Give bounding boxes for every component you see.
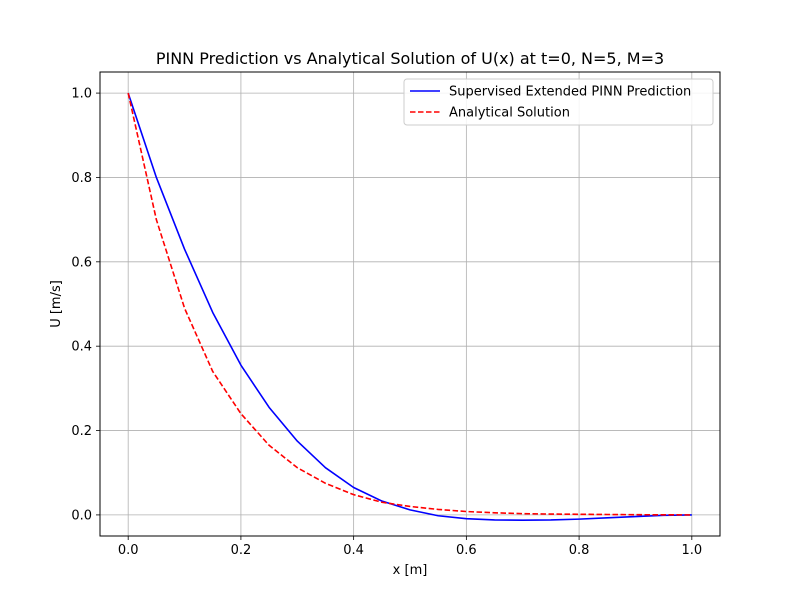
legend-label-analytical: Analytical Solution — [449, 106, 570, 121]
y-tick-label: 1.0 — [71, 87, 92, 102]
y-tick-label: 0.0 — [71, 508, 92, 523]
axis-ticks: 0.0 0.2 0.4 0.6 0.8 1.0 0.0 0.2 0.4 0.6 0.8 1.0 — [71, 87, 702, 558]
y-tick-label: 0.2 — [71, 424, 92, 439]
y-tick-label: 0.8 — [71, 171, 92, 186]
series-layer — [127, 92, 692, 521]
chart-title: PINN Prediction vs Analytical Solution o… — [156, 49, 664, 68]
grid — [100, 72, 720, 536]
y-tick-label: 0.6 — [71, 255, 92, 270]
series-line-analytical — [127, 92, 692, 516]
legend-box — [403, 78, 714, 126]
plot-frame — [99, 71, 721, 537]
x-tick-label: 0.8 — [569, 543, 590, 558]
x-axis-label: x [m] — [393, 563, 428, 578]
legend-label-prediction: Supervised Extended PINN Prediction — [449, 85, 691, 100]
x-tick-label: 0.0 — [118, 543, 139, 558]
y-tick-label: 0.4 — [71, 340, 92, 355]
x-tick-label: 0.4 — [343, 543, 364, 558]
y-axis-label: U [m/s] — [49, 280, 64, 328]
x-tick-label: 1.0 — [681, 543, 702, 558]
legend: Supervised Extended PINN Prediction Anal… — [403, 78, 714, 126]
series-line-prediction — [127, 92, 692, 521]
x-tick-label: 0.6 — [456, 543, 477, 558]
x-tick-label: 0.2 — [231, 543, 252, 558]
